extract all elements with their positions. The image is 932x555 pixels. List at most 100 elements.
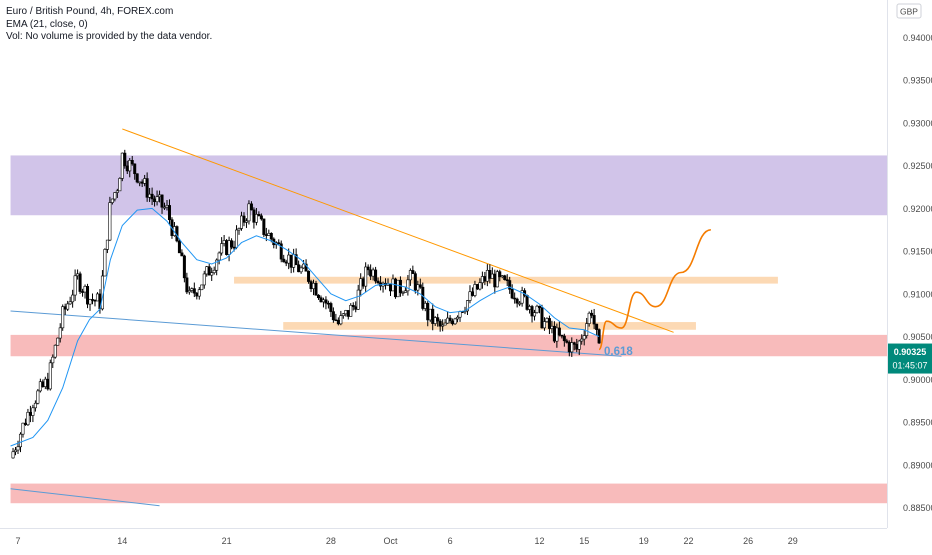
candle-body — [260, 216, 262, 219]
candle-body — [153, 199, 155, 202]
candle-body — [518, 303, 520, 304]
candle-body — [230, 241, 232, 247]
time-tick-label: 29 — [788, 536, 798, 546]
candle-body — [352, 305, 354, 306]
candle-body — [439, 321, 441, 326]
candle-body — [581, 339, 583, 341]
candle-body — [265, 235, 267, 236]
candle-body — [307, 271, 309, 281]
time-tick-label: 14 — [117, 536, 127, 546]
candle-body — [511, 289, 513, 298]
candle-body — [228, 241, 230, 255]
candle-body — [134, 164, 136, 174]
candle-body — [553, 326, 555, 341]
price-tick-label: 0.88500 — [903, 503, 932, 513]
candle-body — [136, 174, 138, 182]
candle-body — [196, 293, 198, 296]
candle-body — [223, 240, 225, 243]
candle-body — [449, 318, 451, 321]
candle-body — [166, 205, 168, 207]
candle-body — [104, 249, 106, 276]
candle-body — [129, 160, 131, 171]
candle-body — [238, 228, 240, 230]
candle-body — [156, 197, 158, 202]
candle-body — [96, 294, 98, 301]
candle-body — [198, 290, 200, 296]
candle-body — [64, 307, 66, 310]
candle-body — [320, 298, 322, 302]
candle-body — [66, 304, 68, 309]
zone-support — [11, 335, 887, 356]
candle-body — [556, 328, 558, 341]
candle-body — [278, 243, 280, 244]
candle-body — [146, 179, 148, 198]
price-axis[interactable]: 0.940000.935000.930000.925000.920000.915… — [888, 0, 932, 528]
candle-body — [71, 295, 73, 302]
chart-legend: Euro / British Pound, 4h, FOREX.com EMA … — [6, 6, 212, 44]
candle-body — [459, 311, 461, 317]
candle-body — [566, 341, 568, 343]
candle-body — [369, 270, 371, 276]
candle-body — [59, 328, 61, 338]
candle-body — [541, 308, 543, 328]
candle-body — [143, 179, 145, 184]
candle-body — [310, 282, 312, 289]
candle-body — [531, 306, 533, 316]
candle-body — [427, 303, 429, 320]
candle-body — [253, 210, 255, 222]
candle-body — [509, 281, 511, 290]
candle-body — [374, 270, 376, 281]
candle-body — [471, 292, 473, 296]
projection-layer — [599, 230, 711, 350]
candle-body — [52, 357, 54, 363]
candle-body — [121, 153, 123, 178]
candle-body — [300, 268, 302, 272]
candle-body — [571, 343, 573, 352]
candle-body — [548, 318, 550, 328]
time-tick-label: 26 — [743, 536, 753, 546]
candle-body — [220, 244, 222, 253]
candle-body — [494, 274, 496, 287]
candle-body — [362, 279, 364, 286]
candle-body — [163, 207, 165, 208]
candle-body — [322, 300, 324, 302]
candle-body — [585, 324, 587, 336]
candle-body — [19, 434, 21, 447]
zone-lower-support — [11, 484, 887, 504]
candle-body — [536, 306, 538, 312]
candle-body — [24, 423, 26, 425]
candle-body — [501, 276, 503, 277]
candle-body — [372, 270, 374, 276]
candle-body — [377, 281, 379, 283]
candle-body — [240, 216, 242, 228]
candle-body — [528, 306, 530, 309]
candle-body — [285, 262, 287, 263]
candle-body — [111, 199, 113, 203]
candle-body — [590, 313, 592, 315]
candle-body — [218, 253, 220, 260]
candle-body — [504, 276, 506, 280]
candle-body — [27, 412, 29, 424]
last-price-label: 0.90325 — [894, 347, 927, 357]
time-tick-label: 12 — [534, 536, 544, 546]
candle-body — [345, 310, 347, 313]
candle-body — [263, 219, 265, 235]
candle-body — [491, 274, 493, 278]
candle-body — [533, 313, 535, 316]
currency-label: GBP — [900, 7, 918, 17]
candle-body — [479, 283, 481, 289]
candle-body — [233, 247, 235, 248]
candle-body — [538, 306, 540, 307]
candle-body — [481, 276, 483, 282]
candle-body — [573, 343, 575, 345]
candle-body — [161, 195, 163, 207]
projection-path — [599, 230, 711, 350]
volume-legend: Vol: No volume is provided by the data v… — [6, 31, 212, 44]
candle-body — [57, 338, 59, 345]
candle-body — [109, 203, 111, 240]
